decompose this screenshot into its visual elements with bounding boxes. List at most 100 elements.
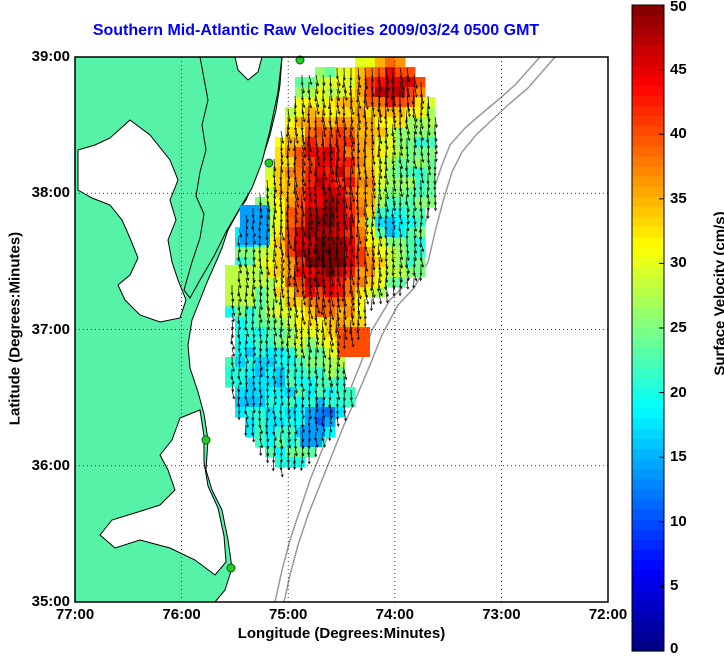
velocity-vector-head [289, 246, 293, 250]
velocity-vector [280, 130, 284, 144]
velocity-vector [350, 270, 355, 285]
velocity-vector-head [401, 87, 405, 91]
velocity-cell [355, 217, 366, 228]
colorbar-tick-label: 15 [670, 448, 687, 466]
velocity-cell [375, 147, 386, 158]
velocity-vector [357, 228, 361, 244]
colorbar-step [632, 85, 664, 97]
velocity-vector-head [232, 312, 236, 316]
velocity-vector [329, 410, 332, 419]
velocity-vector-head [288, 283, 292, 287]
colorbar-step [632, 560, 664, 571]
velocity-vector [371, 102, 375, 118]
velocity-cell [425, 107, 436, 118]
velocity-vector [322, 95, 326, 108]
velocity-vector [315, 144, 319, 160]
velocity-vector [342, 284, 345, 302]
velocity-vector [322, 417, 324, 426]
velocity-vector [357, 95, 361, 109]
velocity-cell [245, 387, 256, 398]
velocity-vector [280, 389, 283, 399]
velocity-vector-head [279, 459, 283, 463]
velocity-cell [255, 377, 266, 388]
velocity-cell [275, 307, 286, 318]
velocity-vector-head [323, 355, 327, 359]
velocity-cell [415, 247, 426, 258]
bathymetry-contour-slope [283, 57, 556, 602]
velocity-vector-head [357, 92, 361, 96]
velocity-vector [308, 312, 311, 326]
velocity-cell [365, 187, 376, 198]
velocity-cell [305, 417, 316, 428]
velocity-cell [415, 147, 426, 158]
velocity-vector-head [309, 105, 313, 109]
velocity-vector-head [335, 76, 339, 80]
velocity-vector [266, 221, 270, 232]
velocity-vector [392, 116, 396, 131]
velocity-cell [235, 397, 246, 408]
velocity-vector [371, 81, 374, 97]
velocity-vector [413, 186, 416, 197]
velocity-vector [300, 333, 303, 347]
velocity-cell [315, 347, 326, 358]
velocity-vector [287, 116, 289, 130]
velocity-vector [273, 452, 275, 463]
velocity-vector-head [329, 421, 333, 426]
velocity-vector [238, 347, 241, 357]
velocity-cell [395, 67, 406, 78]
velocity-vector-head [379, 236, 383, 240]
velocity-vector [391, 81, 394, 100]
velocity-vector [322, 123, 326, 137]
velocity-cell [325, 237, 336, 248]
velocity-vector [307, 242, 310, 260]
velocity-vector [405, 193, 408, 205]
velocity-vector [419, 221, 422, 233]
velocity-vector-head [237, 348, 241, 352]
colorbar-step [632, 5, 664, 16]
velocity-vector [364, 88, 366, 104]
velocity-cell [275, 157, 286, 168]
velocity-cell [415, 137, 426, 148]
velocity-cell [355, 277, 366, 288]
velocity-vector-head [434, 158, 438, 163]
velocity-vector [364, 193, 367, 207]
velocity-vector-head [288, 275, 292, 279]
velocity-vector-head [267, 320, 271, 324]
velocity-vector-head [337, 111, 341, 115]
velocity-vector [392, 284, 395, 296]
velocity-vector [399, 249, 403, 260]
velocity-cell [415, 237, 426, 248]
velocity-vector [399, 214, 403, 225]
velocity-vector [301, 396, 304, 408]
velocity-vector-head [393, 188, 397, 192]
velocity-vector-head [337, 364, 341, 368]
velocity-vector [301, 186, 305, 201]
velocity-vector-head [307, 376, 311, 380]
colorbar-tick-label: 10 [670, 512, 687, 530]
velocity-vector-head [336, 324, 340, 328]
velocity-cell [335, 77, 346, 88]
velocity-vector-head [322, 428, 326, 433]
colorbar-step [632, 338, 664, 349]
velocity-vector [371, 291, 375, 305]
velocity-vector-head [365, 184, 369, 188]
velocity-vector-head [401, 95, 405, 99]
velocity-cell [405, 197, 416, 208]
velocity-vector [273, 389, 277, 399]
velocity-cell [385, 237, 396, 248]
velocity-vector-head [274, 396, 277, 400]
velocity-cell [295, 147, 306, 158]
velocity-vector-head [314, 98, 318, 102]
velocity-vector-head [398, 293, 402, 297]
velocity-vector [343, 249, 347, 266]
velocity-vector-head [314, 416, 318, 421]
velocity-vector-head [369, 288, 373, 292]
velocity-vector [273, 354, 277, 364]
velocity-vector [364, 207, 368, 221]
velocity-cell [275, 397, 286, 408]
map-axes-frame [74, 56, 609, 603]
velocity-cell [235, 347, 246, 358]
velocity-cell [335, 147, 346, 158]
velocity-vector-head [259, 215, 263, 219]
velocity-cell [375, 127, 386, 138]
